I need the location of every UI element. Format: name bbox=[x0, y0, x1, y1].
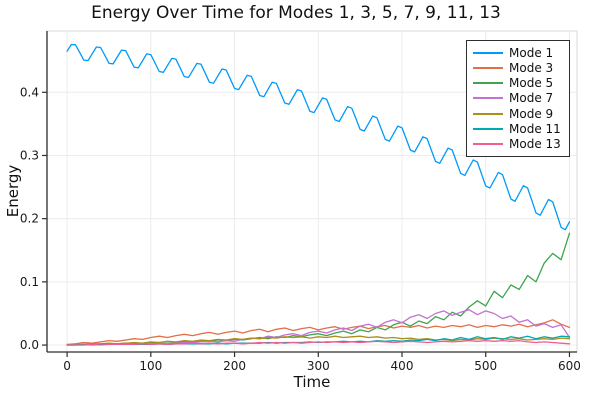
legend-line-sample bbox=[473, 143, 503, 146]
legend-item: Mode 5 bbox=[473, 76, 563, 91]
legend-line-sample bbox=[473, 128, 503, 131]
x-tick-label: 100 bbox=[139, 359, 162, 373]
legend-item: Mode 7 bbox=[473, 91, 563, 106]
legend-item: Mode 9 bbox=[473, 106, 563, 121]
x-tick-label: 0 bbox=[63, 359, 71, 373]
series-mode-3 bbox=[66, 319, 571, 346]
series-mode-13 bbox=[66, 339, 571, 346]
legend-item: Mode 11 bbox=[473, 122, 563, 137]
legend-line-sample bbox=[473, 112, 503, 115]
y-tick-label: 0.0 bbox=[20, 338, 39, 352]
legend-label: Mode 3 bbox=[509, 60, 554, 75]
x-tick-label: 500 bbox=[474, 359, 497, 373]
y-tick-label: 0.2 bbox=[20, 212, 39, 226]
chart-title: Energy Over Time for Modes 1, 3, 5, 7, 9… bbox=[91, 3, 501, 23]
legend: Mode 1 Mode 3 Mode 5 Mode 7 Mode 9 Mode 11 Mod… bbox=[466, 40, 570, 157]
legend-item: Mode 3 bbox=[473, 60, 563, 75]
legend-label: Mode 9 bbox=[509, 106, 554, 121]
y-tick-label: 0.4 bbox=[20, 85, 39, 99]
series-mode-9 bbox=[66, 335, 571, 346]
y-tick-label: 0.1 bbox=[20, 275, 39, 289]
legend-label: Mode 5 bbox=[509, 76, 554, 91]
legend-label: Mode 1 bbox=[509, 45, 554, 60]
legend-label: Mode 11 bbox=[509, 122, 561, 137]
x-tick-label: 300 bbox=[307, 359, 330, 373]
series-mode-1 bbox=[66, 43, 571, 231]
legend-line-sample bbox=[473, 51, 503, 54]
x-tick-label: 400 bbox=[391, 359, 414, 373]
legend-item: Mode 13 bbox=[473, 137, 563, 152]
y-tick-label: 0.3 bbox=[20, 148, 39, 162]
legend-label: Mode 7 bbox=[509, 91, 554, 106]
legend-item: Mode 1 bbox=[473, 45, 563, 60]
legend-line-sample bbox=[473, 97, 503, 100]
legend-line-sample bbox=[473, 82, 503, 85]
x-axis-label: Time bbox=[293, 373, 331, 391]
legend-label: Mode 13 bbox=[509, 137, 561, 152]
x-tick-label: 200 bbox=[223, 359, 246, 373]
legend-line-sample bbox=[473, 66, 503, 69]
x-tick-label: 600 bbox=[558, 359, 581, 373]
